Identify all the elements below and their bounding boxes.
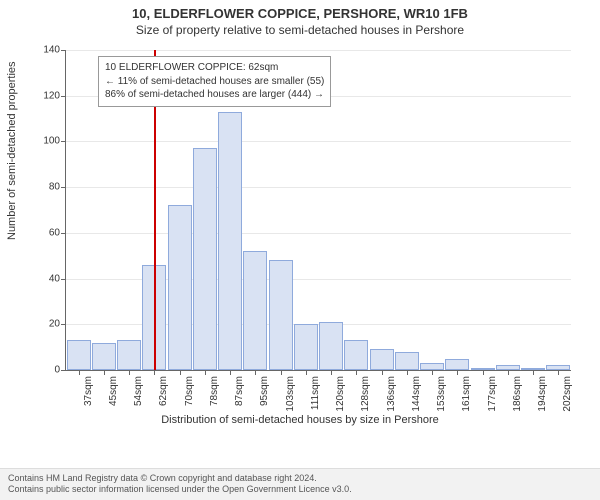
bar xyxy=(370,349,394,370)
x-tick-label: 111sqm xyxy=(310,376,321,410)
x-tick xyxy=(104,370,105,375)
x-tick xyxy=(79,370,80,375)
x-tick-label: 37sqm xyxy=(83,376,94,406)
plot: 02040608010012014037sqm45sqm54sqm62sqm70… xyxy=(65,50,571,371)
x-tick xyxy=(154,370,155,375)
y-tick xyxy=(61,96,66,97)
y-tick-label: 60 xyxy=(49,227,60,238)
x-tick-label: 202sqm xyxy=(562,376,573,412)
bar xyxy=(319,322,343,370)
bar xyxy=(92,343,116,370)
bar xyxy=(67,340,91,370)
x-tick-label: 62sqm xyxy=(158,376,169,406)
x-tick xyxy=(483,370,484,375)
x-tick xyxy=(533,370,534,375)
x-tick xyxy=(331,370,332,375)
footer-line-1: Contains HM Land Registry data © Crown c… xyxy=(8,473,592,485)
y-tick xyxy=(61,141,66,142)
gridline xyxy=(66,187,571,188)
y-tick xyxy=(61,324,66,325)
x-tick-label: 45sqm xyxy=(108,376,119,406)
x-axis-label: Distribution of semi-detached houses by … xyxy=(0,414,600,426)
gridline xyxy=(66,141,571,142)
title: 10, ELDERFLOWER COPPICE, PERSHORE, WR10 … xyxy=(0,0,600,21)
x-tick-label: 128sqm xyxy=(360,376,371,412)
x-tick xyxy=(382,370,383,375)
y-tick xyxy=(61,233,66,234)
bar xyxy=(294,324,318,370)
annotation-line-3: 86% of semi-detached houses are larger (… xyxy=(105,88,324,102)
annotation-line-1: 10 ELDERFLOWER COPPICE: 62sqm xyxy=(105,61,324,75)
x-tick-label: 136sqm xyxy=(386,376,397,412)
x-tick-label: 78sqm xyxy=(209,376,220,406)
y-axis-label: Number of semi-detached properties xyxy=(6,61,18,240)
bar xyxy=(218,112,242,370)
y-tick xyxy=(61,50,66,51)
x-tick xyxy=(230,370,231,375)
y-tick-label: 100 xyxy=(43,136,60,147)
bar xyxy=(445,359,469,370)
figure: 10, ELDERFLOWER COPPICE, PERSHORE, WR10 … xyxy=(0,0,600,500)
x-tick-label: 186sqm xyxy=(512,376,523,412)
annotation-line-2: ← 11% of semi-detached houses are smalle… xyxy=(105,75,324,89)
x-tick-label: 87sqm xyxy=(234,376,245,406)
gridline xyxy=(66,233,571,234)
x-tick xyxy=(508,370,509,375)
x-tick-label: 54sqm xyxy=(133,376,144,406)
y-tick xyxy=(61,370,66,371)
bar xyxy=(420,363,444,370)
x-tick xyxy=(255,370,256,375)
bar xyxy=(193,148,217,370)
x-tick-label: 161sqm xyxy=(461,376,472,412)
bar xyxy=(168,205,192,370)
x-tick xyxy=(205,370,206,375)
y-tick-label: 80 xyxy=(49,182,60,193)
bar xyxy=(243,251,267,370)
bar xyxy=(395,352,419,370)
x-tick-label: 144sqm xyxy=(411,376,422,412)
x-tick xyxy=(558,370,559,375)
footer: Contains HM Land Registry data © Crown c… xyxy=(0,468,600,500)
x-tick xyxy=(306,370,307,375)
footer-line-2: Contains public sector information licen… xyxy=(8,484,592,496)
x-tick-label: 120sqm xyxy=(335,376,346,412)
chart-area: Number of semi-detached properties 02040… xyxy=(0,40,600,440)
x-tick xyxy=(457,370,458,375)
y-tick-label: 140 xyxy=(43,45,60,56)
x-tick xyxy=(432,370,433,375)
y-tick-label: 0 xyxy=(54,365,60,376)
subtitle: Size of property relative to semi-detach… xyxy=(0,21,600,37)
annotation-box: 10 ELDERFLOWER COPPICE: 62sqm ← 11% of s… xyxy=(98,56,331,107)
x-tick xyxy=(180,370,181,375)
x-tick-label: 70sqm xyxy=(184,376,195,406)
x-tick-label: 153sqm xyxy=(436,376,447,412)
gridline xyxy=(66,50,571,51)
y-tick xyxy=(61,187,66,188)
bar xyxy=(269,260,293,370)
x-tick-label: 103sqm xyxy=(285,376,296,412)
x-tick xyxy=(129,370,130,375)
x-tick-label: 95sqm xyxy=(259,376,270,406)
x-tick-label: 194sqm xyxy=(537,376,548,412)
y-tick-label: 40 xyxy=(49,273,60,284)
x-tick xyxy=(356,370,357,375)
y-tick-label: 120 xyxy=(43,90,60,101)
x-tick xyxy=(407,370,408,375)
x-tick-label: 177sqm xyxy=(487,376,498,412)
bar xyxy=(117,340,141,370)
bar xyxy=(344,340,368,370)
y-tick xyxy=(61,279,66,280)
x-tick xyxy=(281,370,282,375)
y-tick-label: 20 xyxy=(49,319,60,330)
